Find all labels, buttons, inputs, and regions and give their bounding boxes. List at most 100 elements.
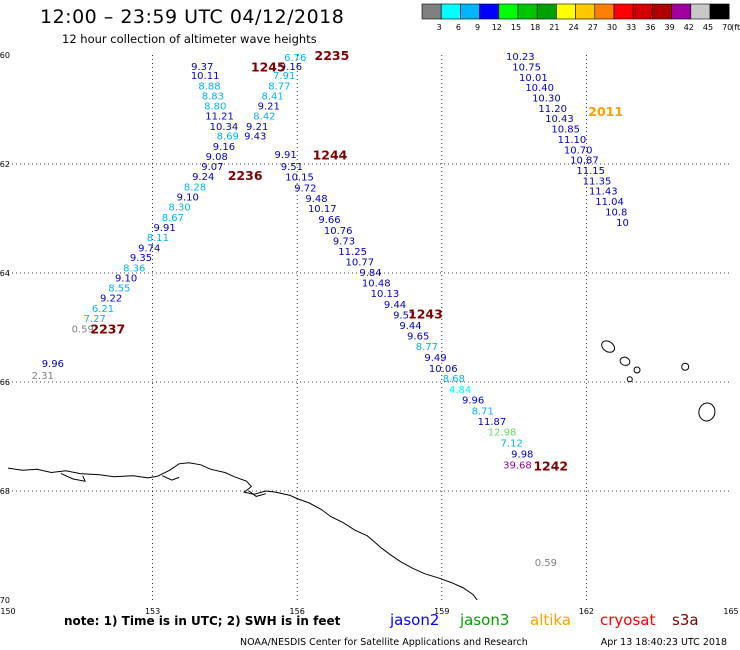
color-scale-tick: 45 (703, 23, 713, 32)
swh-label: 9.37 (191, 62, 213, 73)
swh-label: 9.08 (206, 152, 228, 163)
color-scale-tick: 36 (645, 23, 655, 32)
swh-label: 9.44 (399, 321, 421, 332)
antarctic-coastline (8, 462, 478, 600)
swh-label: 7.27 (84, 314, 106, 325)
swh-label: 8.30 (168, 203, 190, 214)
lat-tick-label: -64 (0, 269, 10, 278)
swh-label: 8.69 (217, 132, 239, 143)
color-scale-tick: 21 (549, 23, 559, 32)
color-scale-tick: 18 (530, 23, 540, 32)
pass-time-label: 1245 (251, 60, 286, 75)
color-scale-tick: 30 (607, 23, 617, 32)
swh-label: 10.13 (371, 289, 400, 300)
swh-label: 10.01 (519, 73, 548, 84)
swh-label: 9.98 (511, 449, 533, 460)
pass-time-label: 2011 (588, 104, 623, 119)
pass-time-label: 1243 (408, 306, 443, 321)
swh-label: 9.22 (100, 294, 122, 305)
swh-label: 11.15 (576, 166, 605, 177)
color-scale-tick: 39 (665, 23, 675, 32)
swh-label: 39.68 (503, 460, 532, 471)
swh-label: 9.74 (138, 243, 160, 254)
swh-label: 9.73 (333, 236, 355, 247)
swh-label: 9.48 (305, 194, 327, 205)
pass-time-label: 1242 (533, 458, 568, 473)
swh-label: 9.21 (246, 122, 268, 133)
swh-label: 8.36 (123, 264, 145, 275)
swh-label: 8.28 (184, 182, 206, 193)
color-scale-tick: 27 (588, 23, 598, 32)
pass-time-label: 1244 (313, 147, 348, 162)
color-scale-tick: 9 (475, 23, 480, 32)
swh-label: 4.84 (449, 385, 471, 396)
island-outline (698, 402, 716, 422)
page-title: 12:00 – 23:59 UTC 04/12/2018 (40, 6, 345, 28)
swh-label: 10.23 (506, 52, 535, 63)
lat-tick-label: -62 (0, 160, 10, 169)
pass-time-label: 2235 (315, 48, 350, 63)
swh-label: 0.59 (535, 558, 557, 569)
swh-label: 10.85 (551, 125, 580, 136)
color-scale-unit: (ft) (731, 23, 740, 32)
color-scale-tick: 15 (511, 23, 521, 32)
swh-label: 9.52 (393, 310, 415, 321)
swh-label: 8.80 (204, 102, 226, 113)
swh-label: 11.35 (583, 176, 612, 187)
swh-label: 9.96 (42, 359, 64, 370)
swh-label: 9.24 (192, 172, 214, 183)
swh-label: 9.07 (201, 162, 223, 173)
lon-tick-label: 159 (434, 607, 449, 616)
swh-label: 10.70 (564, 145, 593, 156)
swh-label: 9.16 (280, 62, 302, 73)
swh-label: 9.44 (384, 300, 406, 311)
swh-label: 9.21 (258, 102, 280, 113)
lon-tick-label: 156 (290, 607, 305, 616)
swh-label: 8.55 (108, 284, 130, 295)
color-scale-tick: 24 (569, 23, 579, 32)
swh-label: 7.12 (501, 438, 523, 449)
swh-label: 8.67 (162, 213, 184, 224)
swh-label: 9.66 (318, 215, 340, 226)
swh-label: 9.43 (244, 132, 266, 143)
swh-label: 10.43 (545, 114, 574, 125)
swh-label: 11.87 (478, 417, 507, 428)
island-outline (633, 366, 641, 374)
color-scale-tick: 33 (626, 23, 636, 32)
swh-label: 11.20 (538, 104, 567, 115)
swh-label: 9.91 (154, 223, 176, 234)
swh-label: 2.31 (32, 371, 54, 382)
swh-label: 8.71 (472, 406, 494, 417)
pass-time-label: 2236 (228, 168, 263, 183)
swh-label: 8.88 (198, 82, 220, 93)
swh-label: 8.42 (253, 111, 275, 122)
lon-tick-label: 153 (145, 607, 160, 616)
swh-label: 10 (616, 218, 629, 229)
swh-label: 9.10 (177, 193, 199, 204)
swh-label: 9.96 (462, 395, 484, 406)
swh-label: 10.40 (525, 83, 554, 94)
swh-label: 10.17 (308, 204, 337, 215)
swh-label: 10.87 (570, 156, 599, 167)
swh-label: 12.98 (488, 428, 517, 439)
swh-label: 8.83 (202, 91, 224, 102)
island-outline (601, 340, 616, 353)
swh-label: 11.21 (205, 111, 234, 122)
swh-label: 0.59 (72, 325, 94, 336)
swh-label: 10.75 (512, 62, 541, 73)
island-outline (626, 376, 633, 383)
swh-label: 10.34 (210, 122, 239, 133)
swh-label: 9.16 (213, 142, 235, 153)
swh-label: 11.43 (589, 187, 618, 198)
island-outline (681, 362, 690, 371)
lon-tick-label: 165 (723, 607, 738, 616)
pass-time-label: 2237 (90, 322, 125, 337)
lon-tick-label: 162 (579, 607, 594, 616)
coastline-inlet (161, 475, 180, 481)
swh-label: 10.76 (324, 226, 353, 237)
swh-label: 10.30 (532, 94, 561, 105)
swh-label: 11.04 (595, 197, 624, 208)
swh-label: 9.51 (281, 162, 303, 173)
